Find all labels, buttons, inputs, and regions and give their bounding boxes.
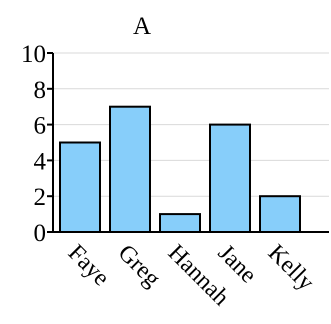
bar-greg (109, 105, 151, 233)
bar-kelly (259, 195, 301, 233)
y-tick-label-2: 4 (34, 148, 47, 175)
x-tick-label-greg: Greg (113, 240, 165, 292)
y-ticks: 0 2 4 6 8 10 (21, 41, 53, 247)
axes (52, 53, 329, 233)
y-tick-label-3: 6 (34, 113, 47, 140)
y-tick-label-4: 8 (34, 77, 47, 104)
x-tick-label-faye: Faye (63, 240, 114, 291)
y-tick-label-0: 0 (34, 220, 47, 247)
chart-title: A (133, 13, 151, 40)
bars (59, 105, 301, 234)
bar-hannah (159, 213, 201, 234)
bar-faye (59, 141, 101, 233)
y-tick-label-5: 10 (21, 41, 46, 68)
y-tick-label-1: 2 (34, 184, 47, 211)
x-tick-label-kelly: Kelly (263, 240, 319, 296)
bar-jane (209, 123, 251, 233)
